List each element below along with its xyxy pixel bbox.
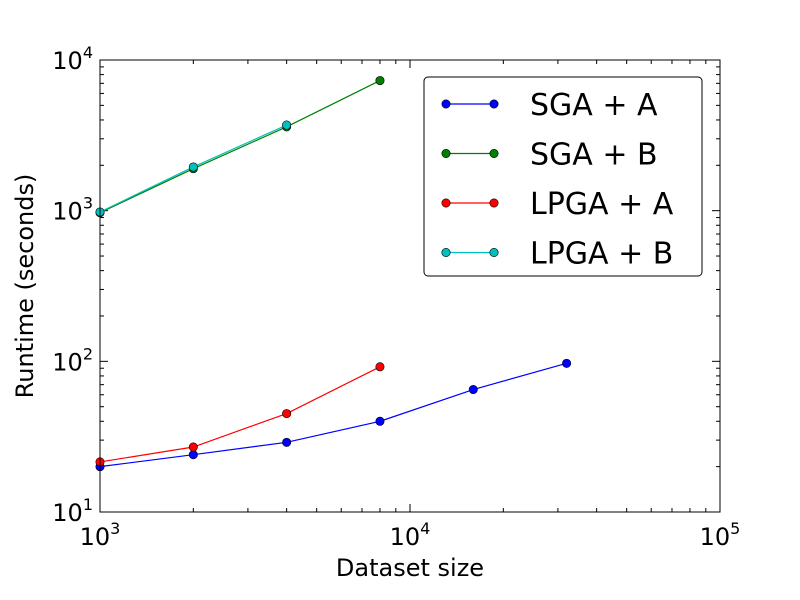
legend-label: SGA + A bbox=[530, 88, 658, 123]
legend-label: SGA + B bbox=[530, 138, 658, 173]
legend-marker bbox=[489, 99, 499, 109]
legend-item: LPGA + A bbox=[441, 187, 674, 222]
legend-marker bbox=[441, 99, 451, 109]
legend-item: SGA + A bbox=[441, 88, 658, 123]
y-tick-label: 104 bbox=[52, 43, 93, 75]
legend-box bbox=[423, 76, 703, 277]
series-3 bbox=[95, 362, 385, 467]
data-point bbox=[282, 409, 292, 419]
legend-item: LPGA + B bbox=[441, 237, 673, 272]
plot-frame bbox=[99, 59, 721, 513]
data-point bbox=[375, 76, 385, 86]
legend-marker bbox=[489, 198, 499, 208]
tick-labels: 103 104 105 101 102 103 104 bbox=[52, 43, 740, 551]
y-axis-label: Runtime (seconds) bbox=[11, 174, 39, 399]
y-tick-label: 103 bbox=[52, 194, 93, 226]
axis-ticks bbox=[99, 60, 720, 513]
legend-marker bbox=[441, 149, 451, 159]
data-point bbox=[188, 442, 198, 452]
legend-marker bbox=[441, 248, 451, 258]
series-line bbox=[99, 80, 381, 214]
x-axis-label: Dataset size bbox=[336, 554, 484, 582]
legend-item: SGA + B bbox=[441, 138, 658, 173]
data-point bbox=[468, 385, 478, 395]
y-tick-label: 102 bbox=[52, 344, 93, 376]
data-point bbox=[282, 120, 292, 130]
legend-marker bbox=[489, 149, 499, 159]
legend-label: LPGA + B bbox=[530, 237, 673, 272]
series-layer bbox=[95, 76, 572, 472]
series-4 bbox=[95, 120, 292, 217]
y-tick-label: 101 bbox=[52, 495, 93, 527]
x-tick-label: 103 bbox=[80, 519, 121, 551]
legend-label: LPGA + A bbox=[530, 187, 674, 222]
x-tick-label: 105 bbox=[700, 519, 741, 551]
data-point bbox=[562, 358, 572, 368]
legend-marker bbox=[489, 248, 499, 258]
x-tick-label: 104 bbox=[390, 519, 431, 551]
data-point bbox=[375, 416, 385, 426]
series-line bbox=[99, 366, 381, 463]
data-point bbox=[375, 362, 385, 372]
legend: SGA + A SGA + B LPGA + A LPGA + B bbox=[423, 76, 703, 277]
series-line bbox=[99, 362, 567, 468]
data-point bbox=[282, 437, 292, 447]
data-point bbox=[188, 450, 198, 460]
data-point bbox=[188, 162, 198, 172]
legend-marker bbox=[441, 198, 451, 208]
